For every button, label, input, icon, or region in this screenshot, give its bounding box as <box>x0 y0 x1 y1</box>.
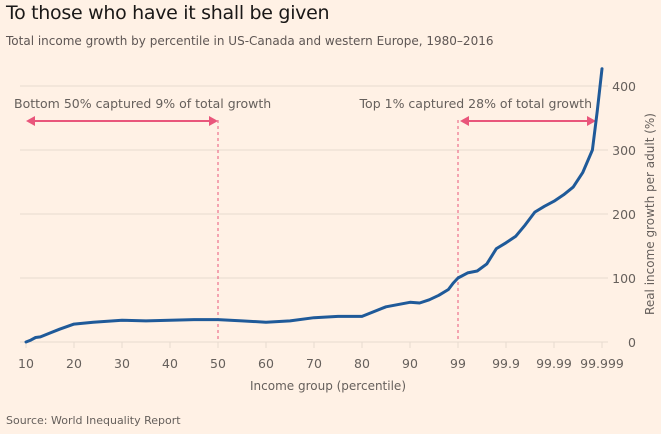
y-axis-ticks: 0 100 200 300 400 <box>612 79 636 350</box>
x-tick-label: 99.99 <box>536 356 572 371</box>
series-line <box>24 67 604 344</box>
x-tick-label: 80 <box>354 356 370 371</box>
x-tick-label: 99.9 <box>492 356 520 371</box>
x-tick-label: 90 <box>402 356 418 371</box>
x-tick-label: 10 <box>18 356 34 371</box>
x-tick-label: 40 <box>162 356 178 371</box>
y-tick-label: 0 <box>628 335 636 350</box>
x-tick-label: 30 <box>114 356 130 371</box>
x-tick-label: 99 <box>450 356 466 371</box>
x-axis-ticks: 10 20 30 40 50 60 70 80 90 99 99.9 99.99 99.999 <box>18 342 624 371</box>
y-axis-label: Real income growth per adult (%) <box>643 113 657 315</box>
x-tick-label: 50 <box>210 356 226 371</box>
y-tick-label: 100 <box>612 271 636 286</box>
reference-lines <box>217 120 459 342</box>
gridlines <box>20 85 608 343</box>
x-tick-label: 20 <box>66 356 82 371</box>
source-note: Source: World Inequality Report <box>6 414 181 427</box>
chart-title: To those who have it shall be given <box>6 2 330 24</box>
arrowhead-right <box>587 116 596 126</box>
y-tick-label: 400 <box>612 79 636 94</box>
x-tick-label: 60 <box>258 356 274 371</box>
arrowhead-left <box>26 116 35 126</box>
arrowhead-left <box>460 116 469 126</box>
x-axis-label: Income group (percentile) <box>250 379 406 393</box>
annotation-label: Top 1% captured 28% of total growth <box>359 96 592 111</box>
arrowhead-right <box>209 116 218 126</box>
annotations: Bottom 50% captured 9% of total growth To… <box>14 96 596 126</box>
y-tick-label: 300 <box>612 143 636 158</box>
chart-subtitle: Total income growth by percentile in US-… <box>6 34 494 48</box>
x-tick-label: 99.999 <box>580 356 624 371</box>
y-tick-label: 200 <box>612 207 636 222</box>
x-tick-label: 70 <box>306 356 322 371</box>
annotation-label: Bottom 50% captured 9% of total growth <box>14 96 271 111</box>
